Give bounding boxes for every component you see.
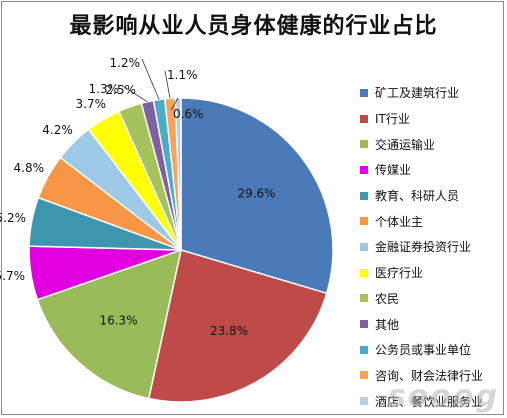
- slice-value-label: 5.2%: [0, 211, 26, 225]
- legend-label: 矿工及建筑行业: [375, 86, 460, 101]
- slice-value-label: 16.3%: [99, 314, 137, 328]
- slice-value-label: 4.8%: [14, 161, 45, 175]
- legend-item: 传媒业: [360, 157, 505, 183]
- legend-label: 教育、科研人员: [375, 189, 460, 204]
- legend-swatch: [360, 371, 368, 380]
- chart-title: 最影响从业人员身体健康的行业占比: [69, 14, 438, 39]
- legend-label: 交通运输业: [375, 137, 436, 152]
- legend-item: 医疗行业: [360, 260, 505, 286]
- legend-item: IT行业: [360, 106, 505, 132]
- legend-label: 农民: [375, 291, 400, 306]
- pie-slice: [36, 248, 183, 400]
- legend-swatch: [360, 320, 368, 329]
- legend-swatch: [360, 88, 368, 97]
- pie-slice: [180, 97, 334, 295]
- slice-value-label: 23.8%: [210, 324, 248, 338]
- legend-swatch: [360, 294, 368, 303]
- watermark-logo: sooog: [387, 379, 499, 414]
- slice-value-label: 4.2%: [42, 123, 73, 137]
- legend-label: IT行业: [375, 112, 410, 127]
- legend-item: 交通运输业: [360, 131, 505, 157]
- leader-line: [164, 70, 171, 99]
- legend-label: 酒店、餐饮业服务业: [375, 394, 484, 409]
- slice-value-label: 29.6%: [237, 187, 275, 201]
- slice-value-label: 2.5%: [105, 83, 136, 97]
- legend-item: 金融证券投资行业: [360, 234, 505, 260]
- legend-swatch: [360, 345, 368, 354]
- legend-item: 农民: [360, 286, 505, 312]
- slice-value-label: 3.7%: [76, 97, 107, 111]
- legend-swatch: [360, 397, 368, 406]
- legend-item: 咨询、财会法律行业: [360, 363, 505, 389]
- leader-line: [120, 84, 148, 103]
- legend-label: 个体业主: [375, 214, 424, 229]
- legend-item: 酒店、餐饮业服务业: [360, 388, 505, 414]
- legend-label: 金融证券投资行业: [375, 240, 472, 255]
- legend-label: 其他: [375, 317, 400, 332]
- slice-value-label: 1.1%: [167, 68, 198, 82]
- legend-swatch: [360, 114, 368, 123]
- legend-swatch: [360, 165, 368, 174]
- legend-label: 咨询、财会法律行业: [375, 368, 484, 383]
- legend-item: 其他: [360, 311, 505, 337]
- legend-item: 公务员或事业单位: [360, 337, 505, 363]
- slice-value-label: 1.3%: [89, 82, 120, 96]
- legend-item: 教育、科研人员: [360, 183, 505, 209]
- legend-swatch: [360, 217, 368, 226]
- leader-line: [141, 58, 160, 100]
- slice-value-label: 1.2%: [110, 56, 141, 70]
- legend-swatch: [360, 191, 368, 200]
- legend-label: 医疗行业: [375, 266, 424, 281]
- legend-swatch: [360, 268, 368, 277]
- slice-value-label: 5.7%: [0, 269, 25, 283]
- legend-item: 矿工及建筑行业: [360, 80, 505, 106]
- chart-legend: 矿工及建筑行业 IT行业交通运输业传媒业教育、科研人员 个体业主金融证券投资行业 医疗…: [360, 80, 505, 414]
- legend-item: 个体业主: [360, 208, 505, 234]
- legend-swatch: [360, 242, 368, 251]
- legend-label: 传媒业: [375, 163, 412, 178]
- pie-slice: [147, 249, 328, 403]
- legend-label: 公务员或事业单位: [375, 343, 472, 358]
- leader-line: [170, 97, 179, 111]
- slice-value-label: 0.6%: [173, 107, 204, 121]
- legend-swatch: [360, 140, 368, 149]
